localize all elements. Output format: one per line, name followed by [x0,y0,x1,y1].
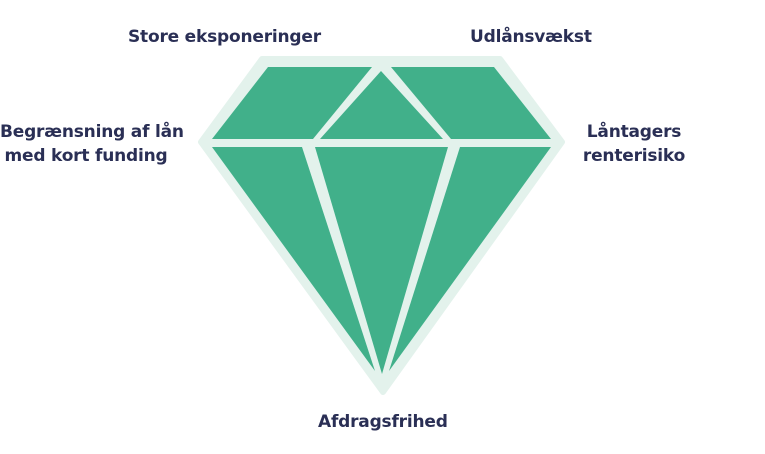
label-laantagers-renterisiko: Låntagers renterisiko [578,120,690,168]
facet-bottom-center [315,147,448,374]
label-laantagers-line2: renterisiko [582,146,686,166]
label-laantagers-line1: Låntagers [586,122,682,142]
facet-top-left [212,67,372,139]
facet-top-center [320,71,443,139]
facet-bottom-right [389,147,551,371]
facet-bottom-left [212,147,375,371]
facet-top-right [391,67,551,139]
label-afdragsfrihed: Afdragsfrihed [318,412,448,432]
label-begraensning-line2: med kort funding [4,146,168,166]
label-udlaansvaekst: Udlånsvækst [470,27,592,47]
label-begraensning-af-laan: Begrænsning af lån med kort funding [0,120,184,168]
label-begraensning-line1: Begrænsning af lån [0,122,184,142]
label-store-eksponeringer: Store eksponeringer [128,27,321,47]
